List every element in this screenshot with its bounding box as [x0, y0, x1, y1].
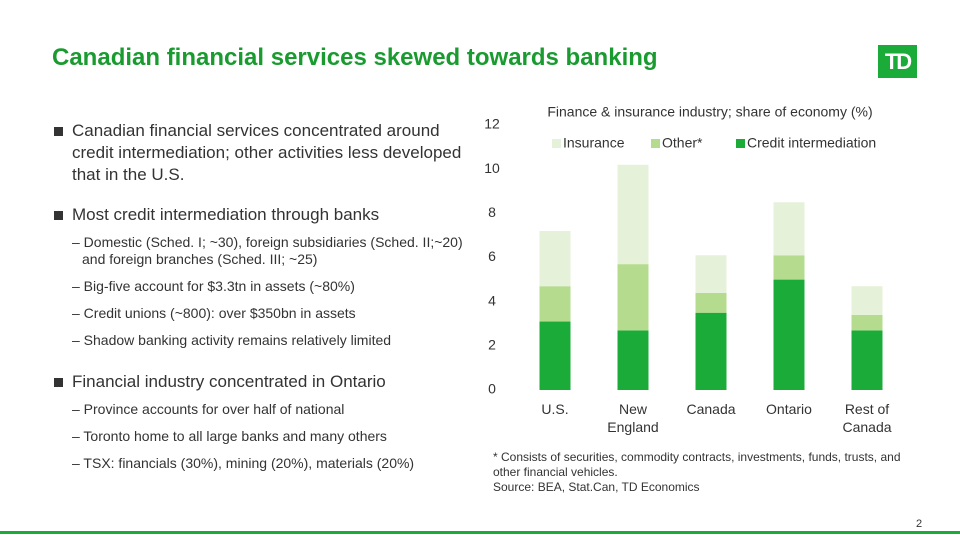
bullets: Canadian financial services concentrated… [52, 120, 472, 482]
notes: * Consists of securities, commodity cont… [493, 450, 913, 495]
bar-segment [617, 330, 649, 390]
bar-segment [773, 202, 805, 256]
bar-segment [617, 264, 649, 331]
bar-segment [851, 286, 883, 315]
y-tick-label: 8 [488, 204, 496, 220]
legend-swatch [552, 139, 561, 148]
x-tick-label: Canada [686, 401, 736, 417]
legend-swatch [651, 139, 660, 148]
note: Source: BEA, Stat.Can, TD Economics [493, 480, 700, 494]
bar-segment [695, 312, 727, 390]
y-tick-label: 6 [488, 248, 496, 264]
x-tick-label: Ontario [766, 401, 812, 417]
footer-rule [0, 531, 960, 534]
bar-segment [539, 286, 571, 322]
x-tick-label: U.S. [541, 401, 569, 417]
bar-segment [695, 292, 727, 313]
sub-bullet: – Big-five account for $3.3tn in assets … [72, 278, 355, 294]
bar-segment [617, 164, 649, 265]
bar-segment [851, 330, 883, 390]
bullet: Most credit intermediation through banks [52, 204, 472, 226]
legend-label: Insurance [563, 135, 625, 151]
page-number: 2 [916, 518, 923, 530]
legend-label: Other* [662, 135, 703, 151]
sub-bullet: – Credit unions (~800): over $350bn in a… [72, 305, 356, 321]
y-tick-label: 0 [488, 381, 496, 397]
sub-bullet: – Shadow banking activity remains relati… [72, 332, 392, 348]
sub-bullet: – Toronto home to all large banks and ma… [72, 428, 387, 444]
y-tick-label: 12 [484, 116, 500, 132]
y-tick-label: 2 [488, 337, 496, 353]
legend-label: Credit intermediation [747, 135, 876, 151]
bullet: Canadian financial services concentrated… [52, 120, 472, 186]
bar-segment [773, 279, 805, 390]
y-tick-label: 10 [484, 160, 500, 176]
bullet: Financial industry concentrated in Ontar… [52, 371, 472, 393]
legend-swatch [736, 139, 745, 148]
logo: TD [878, 45, 917, 78]
y-tick-label: 4 [488, 292, 496, 308]
sub-bullet: – Province accounts for over half of nat… [72, 401, 345, 417]
x-tick-label: New England [607, 401, 659, 435]
sub-bullet: – Domestic (Sched. I; ~30), foreign subs… [72, 234, 463, 267]
x-tick-label: Rest of Canada [842, 401, 892, 435]
bar-segment [539, 231, 571, 287]
bar-segment [851, 314, 883, 331]
chart-title: Finance & insurance industry; share of e… [547, 104, 872, 120]
note: * Consists of securities, commodity cont… [493, 450, 901, 479]
bar-segment [539, 321, 571, 390]
bar-segment [773, 255, 805, 280]
sub-bullet: – TSX: financials (30%), mining (20%), m… [72, 455, 415, 471]
title: Canadian financial services skewed towar… [52, 44, 658, 71]
bar-segment [695, 255, 727, 293]
